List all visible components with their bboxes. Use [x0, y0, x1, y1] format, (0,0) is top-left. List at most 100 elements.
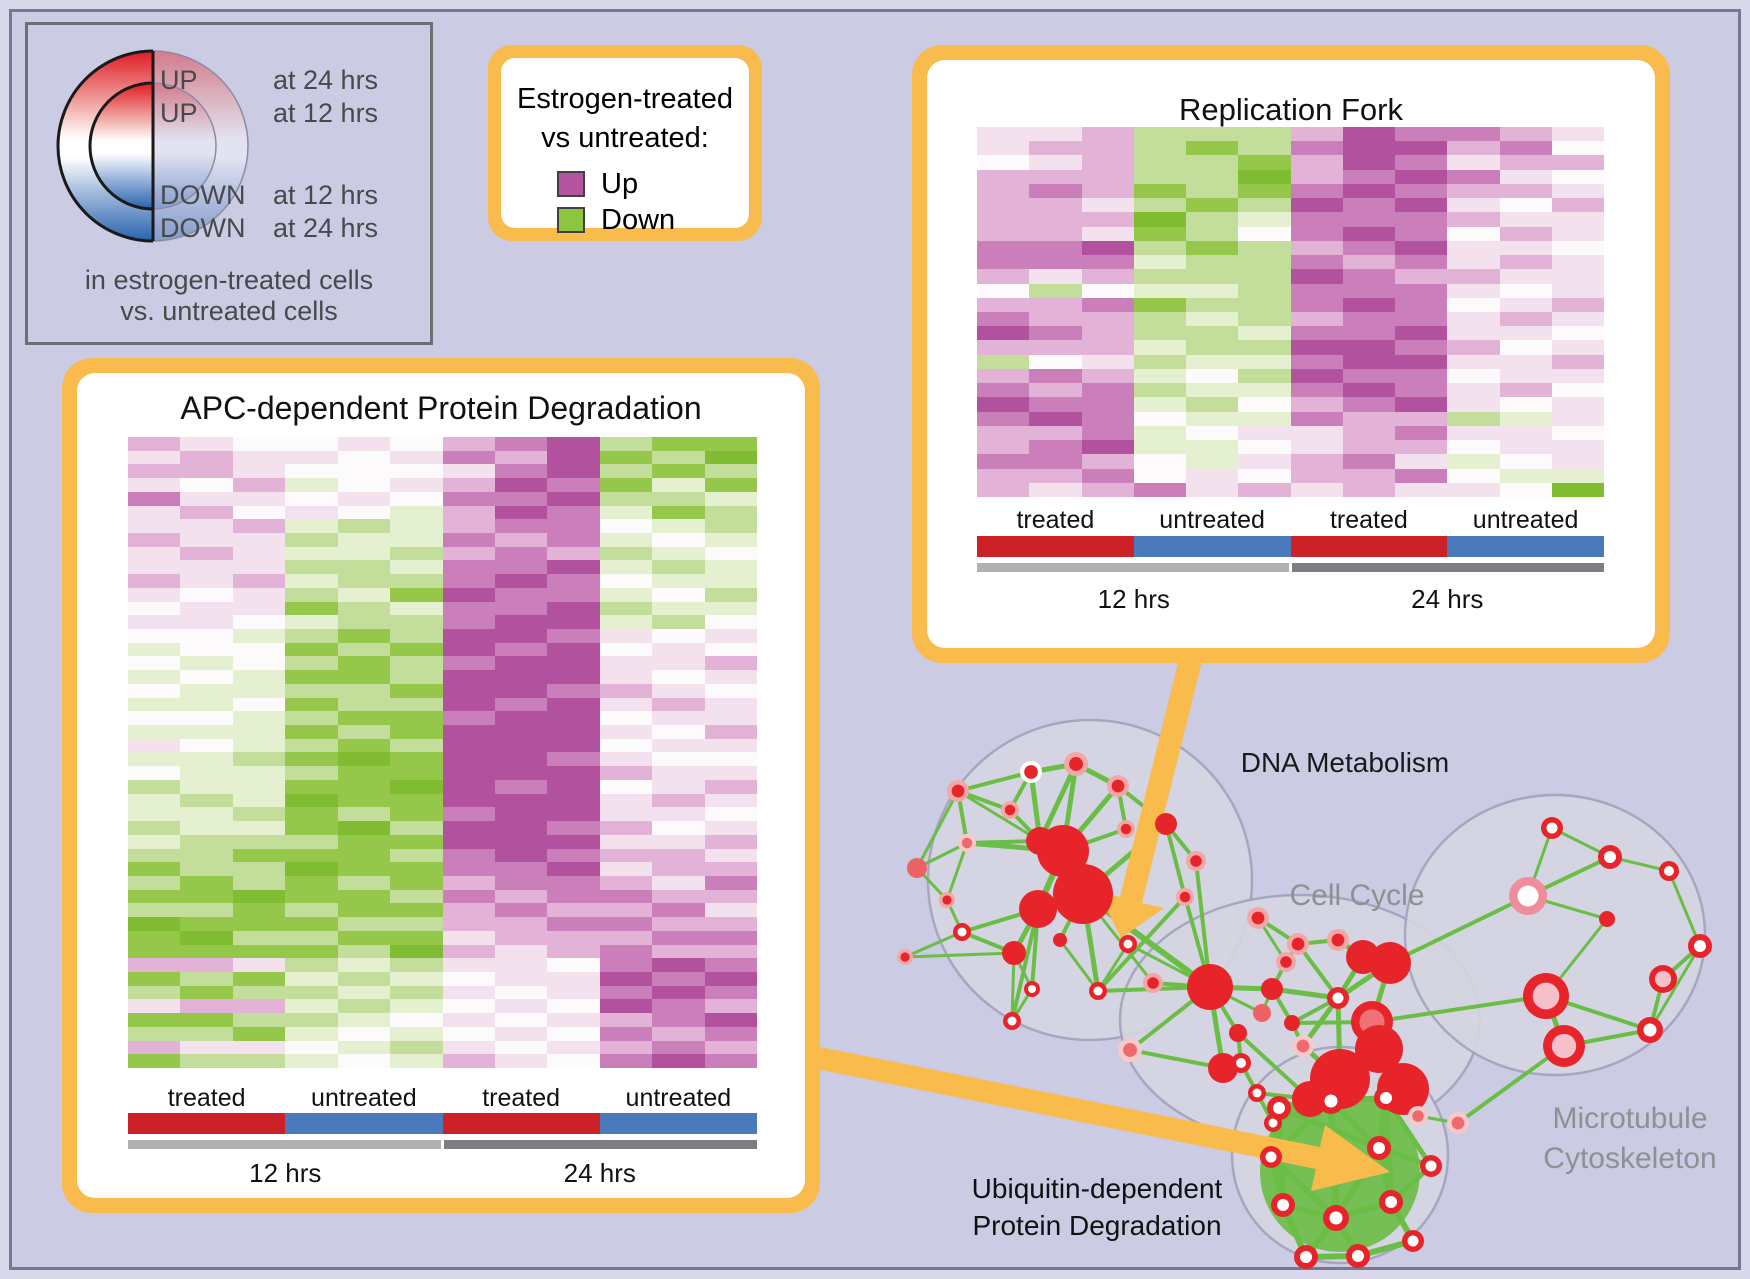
heatmap-cell — [285, 862, 338, 876]
heatmap-cell — [1081, 311, 1134, 327]
heatmap-cell — [1186, 141, 1239, 156]
heatmap-cell — [494, 656, 548, 671]
heatmap-cell — [1447, 255, 1500, 270]
heatmap-cell — [1081, 383, 1134, 398]
heatmap-cell — [1447, 468, 1500, 483]
heatmap-cell — [442, 862, 495, 876]
heatmap-cell — [337, 752, 391, 767]
group-label: untreated — [311, 1084, 417, 1112]
heatmap-cell — [232, 958, 286, 972]
heatmap-cell — [1551, 440, 1604, 455]
heatmap-cell — [232, 629, 286, 643]
heatmap-cell — [232, 793, 286, 808]
heatmap-cell — [1186, 283, 1239, 298]
heatmap-cell — [180, 917, 233, 931]
heatmap-cell — [1133, 440, 1186, 455]
heatmap-cell — [180, 560, 233, 575]
apc-group-labels: treated untreated treated untreated — [128, 1084, 757, 1113]
heatmap-cell — [494, 683, 548, 698]
heatmap-cell — [128, 779, 181, 794]
heatmap-cell — [1133, 482, 1186, 497]
heatmap-cell — [232, 1040, 286, 1055]
heatmap-cell — [1551, 226, 1604, 241]
heatmap-cell — [1290, 169, 1343, 184]
heatmap-cell — [442, 1013, 495, 1027]
heatmap-cell — [547, 642, 600, 657]
time-bar-segment — [444, 1140, 757, 1149]
heatmap-cell — [1395, 468, 1448, 483]
heatmap-cell — [285, 1054, 338, 1068]
network-node-core — [1291, 937, 1305, 951]
heatmap-cell — [1395, 212, 1448, 227]
heatmap-cell — [390, 766, 443, 780]
heatmap-cell — [1395, 297, 1448, 312]
cluster-label-ubiquitin-degradation: Ubiquitin-dependent Protein Degradation — [971, 1173, 1223, 1241]
heatmap-cell — [1238, 326, 1291, 341]
network-node-core — [1385, 1196, 1397, 1208]
heatmap-cell — [1447, 397, 1500, 412]
heatmap-cell — [599, 491, 653, 506]
heatmap-cell — [442, 971, 495, 986]
heatmap-cell — [337, 930, 391, 945]
heatmap-cell — [390, 587, 443, 602]
heatmap-cell — [652, 766, 705, 780]
heatmap-cell — [285, 903, 338, 918]
heatmap-cell — [285, 1013, 338, 1027]
heatmap-cell — [1551, 326, 1604, 341]
heatmap-cell — [180, 971, 233, 986]
heatmap-cell — [232, 711, 286, 726]
heatmap-cell — [1029, 141, 1082, 156]
heatmap-cell — [442, 464, 495, 479]
heatmap-cell — [1499, 169, 1552, 184]
heatmap-cell — [652, 574, 705, 588]
heatmap-cell — [599, 779, 653, 794]
heatmap-cell — [494, 464, 548, 479]
heatmap-cell — [180, 437, 233, 451]
heatmap-cell — [1290, 326, 1343, 341]
condition-bar-segment — [285, 1113, 443, 1134]
heatmap-cell — [285, 834, 338, 849]
heatmap-cell — [599, 725, 653, 739]
heatmap-cell — [442, 697, 495, 712]
heatmap-cell — [442, 834, 495, 849]
heatmap-cell — [704, 505, 757, 520]
heatmap-cell — [442, 629, 495, 643]
heatmap-cell — [1238, 212, 1291, 227]
network-node — [1208, 1053, 1238, 1083]
heatmap-cell — [599, 944, 653, 959]
heatmap-cell — [977, 368, 1030, 384]
heatmap-cell — [599, 711, 653, 726]
network-node — [1187, 964, 1233, 1010]
heatmap-cell — [1342, 255, 1395, 270]
condition-bar-segment — [1447, 536, 1604, 557]
heatmap-cell — [1290, 311, 1343, 327]
heatmap-cell — [599, 807, 653, 822]
heatmap-cell — [180, 875, 233, 890]
heatmap-cell — [494, 533, 548, 547]
heatmap-cell — [652, 587, 705, 602]
group-label: treated — [1329, 506, 1408, 534]
heatmap-cell — [442, 793, 495, 808]
heatmap-cell — [1186, 198, 1239, 213]
heatmap-cell — [180, 738, 233, 753]
heatmap-cell — [285, 766, 338, 780]
heatmap-cell — [1342, 311, 1395, 327]
heatmap-cell — [1290, 354, 1343, 369]
heatmap-cell — [390, 985, 443, 1000]
heatmap-cell — [1081, 425, 1134, 441]
condition-bar-segment — [599, 1113, 757, 1134]
heatmap-cell — [390, 519, 443, 534]
heatmap-cell — [285, 999, 338, 1014]
network-edge — [1010, 907, 1040, 1023]
heatmap-cell — [599, 862, 653, 876]
heatmap-cell — [1133, 397, 1186, 412]
heatmap-cell — [390, 917, 443, 931]
heatmap-cell — [337, 560, 391, 575]
heatmap-cell — [494, 917, 548, 931]
heatmap-cell — [232, 930, 286, 945]
heatmap-cell — [599, 985, 653, 1000]
heatmap-cell — [652, 944, 705, 959]
heatmap-cell — [1081, 397, 1134, 412]
heatmap-cell — [337, 629, 391, 643]
heatmap-cell — [704, 807, 757, 822]
